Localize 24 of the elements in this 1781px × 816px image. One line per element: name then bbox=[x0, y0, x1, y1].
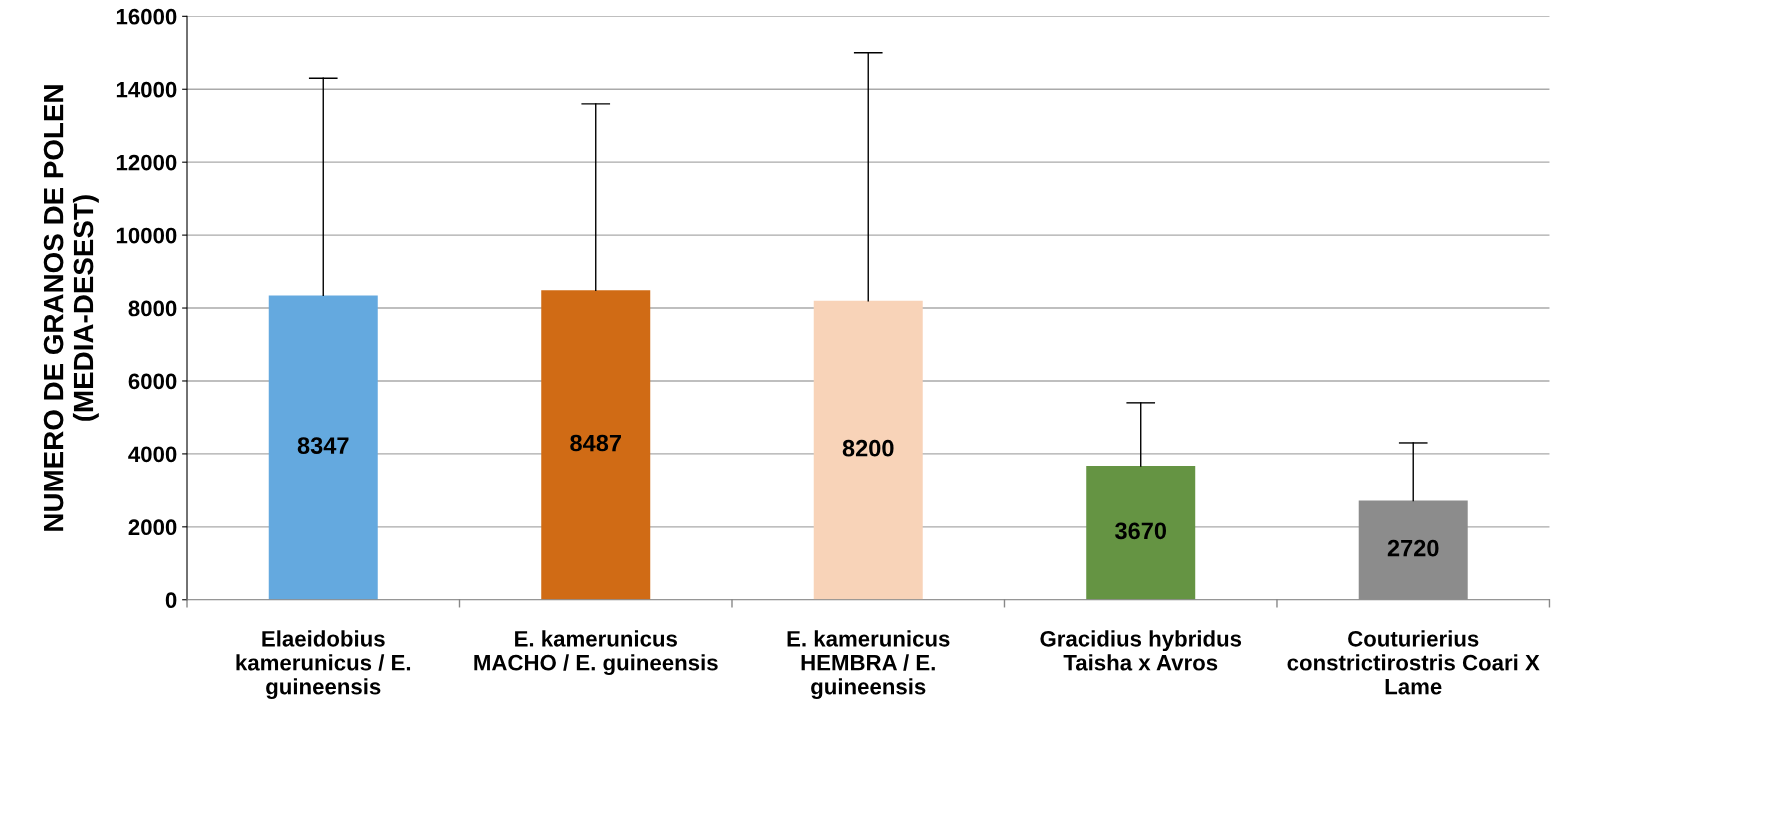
data-label: 8347 bbox=[297, 437, 349, 454]
y-tick-label: 2000 bbox=[128, 519, 177, 536]
bar bbox=[268, 295, 378, 600]
y-tick-label: 8000 bbox=[128, 300, 177, 317]
y-tick-label: 14000 bbox=[116, 81, 177, 98]
x-tick-label: Gracidius hybridus Taisha x Avros bbox=[1040, 630, 1242, 671]
data-label: 2720 bbox=[1387, 539, 1439, 557]
x-tick-label: Elaeidobius kamerunicus / E. guineensis bbox=[236, 630, 411, 699]
y-tick-label: 16000 bbox=[116, 8, 177, 25]
y-tick-label: 6000 bbox=[128, 373, 177, 390]
y-tick-label: 0 bbox=[165, 592, 177, 609]
y-tick-label: 12000 bbox=[116, 154, 177, 171]
x-tick-label: Couturierius constrictirostris Coari X Lame bbox=[1287, 630, 1540, 695]
y-tick-label: 10000 bbox=[116, 227, 177, 244]
bar bbox=[813, 300, 923, 600]
x-tick-label: E. kamerunicus HEMBRA / E. guineensis bbox=[787, 630, 950, 699]
bar bbox=[1086, 465, 1196, 600]
data-label: 8487 bbox=[570, 434, 621, 452]
y-axis-title: NUMERO DE GRANOS DE POLEN (MEDIA-DESEST) bbox=[43, 85, 99, 531]
data-label: 3670 bbox=[1115, 522, 1167, 540]
y-tick-label: 4000 bbox=[128, 446, 177, 463]
data-label: 8200 bbox=[842, 439, 894, 457]
bar bbox=[541, 290, 651, 600]
x-tick-label: E. kamerunicus MACHO / E. guineensis bbox=[474, 630, 718, 676]
